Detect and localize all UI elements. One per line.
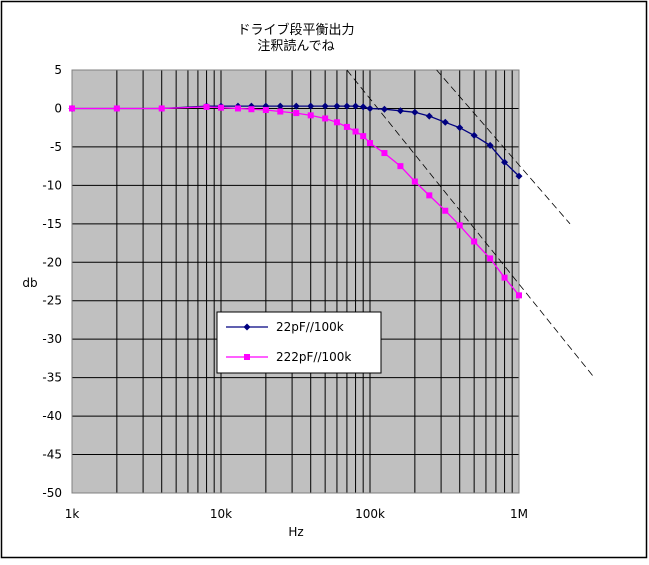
x-tick-labels: 1k 10k 100k 1M [65, 507, 528, 521]
data-point-square [333, 119, 340, 126]
y-tick-label: -25 [42, 294, 62, 308]
data-point-square [293, 110, 300, 117]
data-point-square [381, 150, 388, 157]
data-point-square [411, 178, 418, 185]
x-tick-label: 10k [210, 507, 232, 521]
x-tick-label: 1k [65, 507, 80, 521]
data-point-diamond [441, 118, 449, 126]
series-layer [68, 102, 523, 299]
data-point-square [248, 106, 255, 113]
data-point-diamond [501, 158, 509, 166]
data-point-diamond [307, 102, 315, 110]
data-point-diamond [425, 112, 433, 120]
data-point-diamond [486, 141, 494, 149]
data-point-diamond [380, 105, 388, 113]
legend-label-22pf: 22pF//100k [276, 320, 344, 334]
data-point-diamond [456, 124, 464, 132]
y-tick-label: -40 [42, 409, 62, 423]
y-tick-label: -20 [42, 255, 62, 269]
data-point-diamond [366, 104, 374, 112]
data-point-square [203, 103, 210, 110]
data-point-square [442, 207, 449, 214]
asymptote-lines [346, 69, 595, 378]
data-point-diamond [292, 102, 300, 110]
data-point-diamond [359, 103, 367, 111]
y-tick-label: -35 [42, 371, 62, 385]
grid-lines [71, 69, 520, 494]
data-point-square [487, 255, 494, 262]
chart-title-line-2: 注釈読んでね [257, 38, 334, 54]
data-point-diamond [411, 108, 419, 116]
data-point-square [307, 112, 314, 119]
data-point-diamond [396, 107, 404, 115]
data-point-square [367, 140, 373, 147]
y-tick-label: 5 [54, 63, 62, 77]
data-point-square [426, 192, 433, 199]
data-point-square [343, 123, 350, 130]
data-point-square [352, 128, 359, 135]
data-point-diamond [276, 102, 284, 110]
data-point-diamond [343, 102, 351, 110]
data-point-square [218, 104, 224, 111]
data-point-diamond [470, 131, 478, 139]
legend: 22pF//100k 222pF//100k [216, 311, 382, 374]
asymptote-line-2 [436, 69, 571, 225]
x-axis-label: Hz [288, 525, 303, 539]
chart-title-line-1: ドライブ段平衡出力 [237, 22, 354, 38]
data-point-diamond [352, 102, 360, 110]
data-point-square [501, 274, 508, 281]
data-point-square [456, 222, 463, 229]
y-tick-label: -45 [42, 448, 62, 462]
data-point-square [113, 105, 120, 112]
legend-swatch-marker-22pf [243, 323, 251, 331]
data-point-square [471, 238, 478, 245]
legend-swatch-marker-222pf [244, 354, 250, 360]
data-point-square [516, 292, 522, 299]
plot-area [71, 69, 520, 494]
legend-box [216, 311, 382, 374]
data-point-square [69, 105, 75, 112]
y-tick-label: -10 [42, 178, 62, 192]
legend-label-222pf: 222pF//100k [276, 350, 351, 364]
x-tick-label: 1M [510, 507, 528, 521]
y-axis-label: db [22, 276, 37, 290]
data-point-diamond [333, 102, 341, 110]
y-tick-label: -50 [42, 486, 62, 500]
data-point-square [397, 163, 404, 170]
y-tick-labels: 5 0 -5 -10 -15 -20 -25 -30 -35 -40 -45 -50 [42, 63, 62, 500]
data-point-square [158, 105, 165, 112]
data-point-square [234, 105, 241, 112]
y-tick-label: -30 [42, 332, 62, 346]
data-point-square [322, 115, 329, 122]
y-tick-label: 0 [54, 101, 62, 115]
data-point-square [360, 133, 367, 140]
data-point-diamond [321, 102, 329, 110]
y-tick-label: -5 [50, 140, 62, 154]
data-point-square [277, 108, 284, 115]
data-point-square [262, 106, 269, 113]
y-tick-label: -15 [42, 217, 62, 231]
data-point-diamond [515, 172, 523, 180]
x-tick-label: 100k [355, 507, 385, 521]
plot-frame [71, 69, 520, 494]
